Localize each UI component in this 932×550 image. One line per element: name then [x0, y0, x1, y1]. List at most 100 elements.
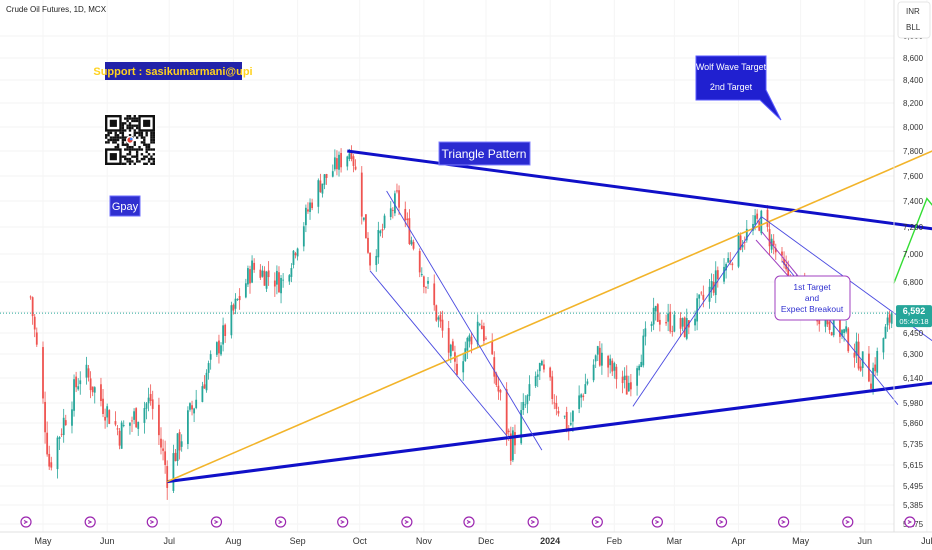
candle — [104, 408, 106, 429]
candle — [698, 294, 701, 308]
candle — [389, 201, 392, 221]
event-icon[interactable] — [84, 516, 96, 528]
channel-1-lower[interactable] — [369, 270, 510, 439]
candle — [497, 376, 500, 400]
candle — [418, 248, 421, 278]
candle — [638, 364, 641, 376]
candle — [466, 336, 469, 359]
candle — [360, 166, 363, 225]
candle — [79, 371, 82, 395]
channel-1-upper[interactable] — [386, 190, 543, 451]
triangle-lower[interactable] — [167, 369, 932, 484]
event-icon[interactable] — [275, 516, 287, 528]
candle — [319, 173, 322, 193]
candle — [636, 365, 638, 396]
candle — [756, 209, 759, 224]
candle — [244, 278, 247, 299]
event-icon[interactable] — [778, 516, 790, 528]
candle — [251, 255, 253, 284]
y-tick-label: 6,300 — [903, 350, 924, 359]
candle — [584, 373, 587, 394]
candle — [224, 323, 227, 343]
candle — [491, 333, 494, 355]
y-tick-label: 5,385 — [903, 501, 924, 510]
y-tick-label: 8,000 — [903, 123, 924, 132]
candle — [522, 393, 525, 415]
event-icon[interactable] — [904, 516, 916, 528]
event-icon[interactable] — [337, 516, 349, 528]
candle — [158, 397, 160, 445]
candle — [768, 221, 771, 256]
candle — [296, 247, 299, 261]
triangle-upper[interactable] — [347, 149, 932, 243]
candle — [586, 378, 589, 386]
triangle-pattern-text: Triangle Pattern — [442, 147, 527, 161]
y-tick-label: 7,800 — [903, 147, 924, 156]
candle — [845, 320, 848, 334]
candle — [352, 154, 355, 173]
gpay-text: Gpay — [112, 201, 139, 213]
qr-code — [103, 113, 157, 167]
candle — [203, 375, 206, 389]
unit-button[interactable]: BLL — [906, 23, 921, 32]
candle — [406, 212, 409, 226]
candle — [129, 422, 131, 435]
y-tick-label: 5,615 — [903, 461, 924, 470]
candle — [253, 258, 256, 273]
candle — [493, 351, 496, 384]
event-icon[interactable] — [401, 516, 413, 528]
candle — [464, 341, 467, 362]
candle — [398, 185, 400, 216]
candle — [325, 173, 328, 185]
x-tick-label: Jun — [100, 536, 115, 546]
candle — [50, 456, 53, 471]
candle — [607, 354, 610, 378]
candle — [263, 266, 266, 286]
first-target-line1: 1st Target — [793, 282, 831, 292]
candle — [625, 365, 628, 395]
candles — [29, 145, 893, 500]
candle — [514, 424, 516, 455]
event-icon[interactable] — [20, 516, 32, 528]
candle — [683, 316, 686, 338]
x-tick-label: Mar — [667, 536, 683, 546]
support-banner: Support : sasikumarmani@upi — [93, 62, 253, 80]
candle — [89, 371, 92, 399]
candle — [56, 435, 59, 479]
y-tick-label: 8,400 — [903, 76, 924, 85]
candle — [727, 252, 730, 264]
candle — [195, 389, 198, 410]
candle — [365, 214, 367, 239]
candle — [551, 370, 554, 405]
event-icon[interactable] — [715, 516, 728, 528]
projection-polyline[interactable] — [893, 120, 932, 284]
event-icon[interactable] — [842, 516, 854, 528]
candle — [118, 428, 121, 450]
candle — [215, 341, 218, 358]
candle — [754, 208, 756, 231]
event-icon[interactable] — [210, 516, 223, 528]
candle — [222, 317, 224, 352]
event-icon[interactable] — [527, 516, 539, 528]
candle — [592, 359, 595, 383]
candle — [29, 295, 32, 300]
time-axis[interactable]: May Jun Jul Aug Sep Oct Nov Dec 2024 Feb Mar Apr May… — [34, 536, 932, 546]
candle — [149, 384, 152, 406]
candle — [323, 174, 326, 190]
event-icon[interactable] — [463, 516, 475, 528]
candle — [145, 401, 148, 420]
candle — [265, 270, 268, 292]
wolf-wave-line[interactable] — [166, 104, 932, 483]
candle — [543, 359, 545, 373]
channel-2-lower[interactable] — [632, 216, 762, 407]
candle — [396, 183, 398, 194]
candle — [122, 420, 125, 428]
candle — [582, 393, 585, 401]
event-icon[interactable] — [651, 516, 663, 528]
event-icon[interactable] — [146, 516, 158, 528]
event-icon[interactable] — [591, 516, 603, 528]
first-target-callout: 1st Target and Expect Breakout — [755, 231, 851, 321]
currency-button[interactable]: INR — [906, 7, 920, 16]
candle — [75, 371, 78, 393]
